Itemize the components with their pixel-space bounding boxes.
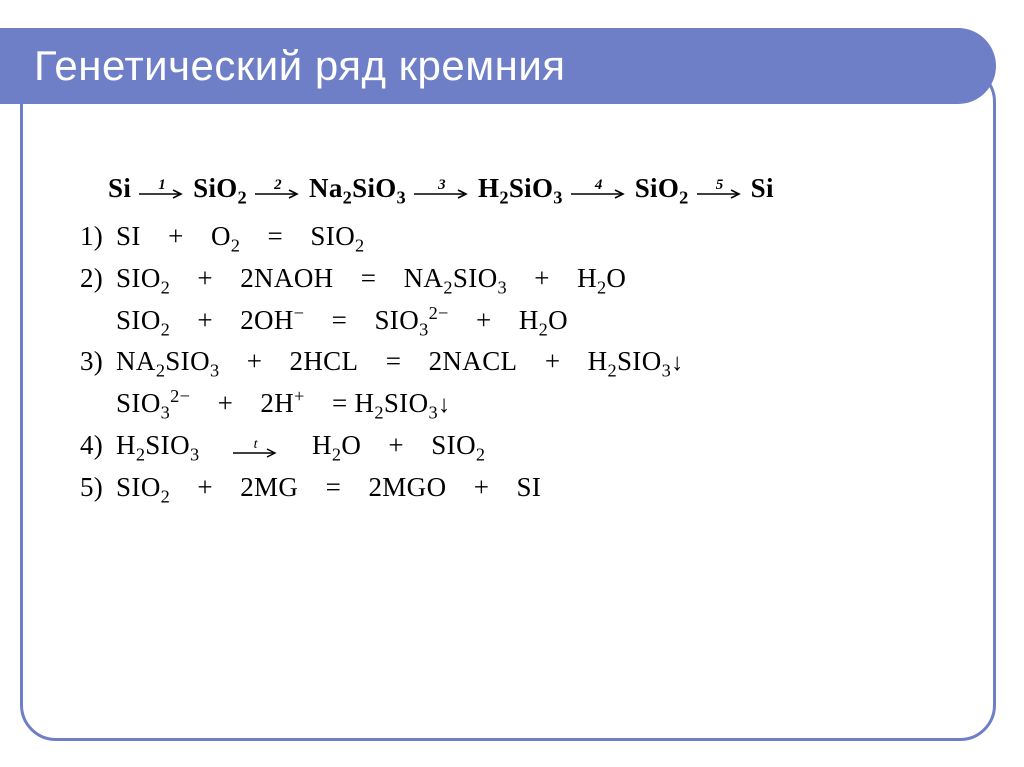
- chain-arrow-icon: 1: [139, 178, 185, 199]
- chain-arrow-icon: 5: [697, 178, 743, 199]
- slide-title: Генетический ряд кремния: [34, 42, 566, 90]
- equation-5: 5) SiO2 + 2Mg = 2MgO + Si: [80, 467, 964, 509]
- title-bar: Генетический ряд кремния: [0, 28, 996, 104]
- chain-arrow-icon: 2: [255, 178, 301, 199]
- equation-body: Na2SiO3 + 2HCl = 2NaCl + H2SiO3: [116, 341, 684, 383]
- equation-2-ionic: SiO2 + 2OH− = SiO32− + H2O: [80, 300, 964, 342]
- equation-2: 2) SiO2 + 2NaOH = Na2SiO3 + H2O: [80, 258, 964, 300]
- slide-content: Si 1 SiO2 2 Na2SiO3 3 H2SiO3 4 SiO2 5 Si…: [80, 168, 964, 509]
- chain-arrow-icon: 4: [571, 178, 627, 199]
- chain-species: Na2SiO3: [309, 168, 406, 210]
- equation-body: H2SiO3 t H2O + SiO2: [116, 425, 485, 467]
- equation-body: Si + O2 = SiO2: [116, 216, 365, 258]
- equation-body: SiO2 + 2Mg = 2MgO + Si: [116, 467, 541, 509]
- equation-1: 1) Si + O2 = SiO2: [80, 216, 964, 258]
- chain-species: Si: [108, 168, 131, 210]
- equation-4: 4) H2SiO3 t H2O + SiO2: [80, 425, 964, 467]
- equation-body: SiO2 + 2NaOH = Na2SiO3 + H2O: [116, 258, 626, 300]
- equation-3-ionic: SiO32− + 2H+ = H2SiO3: [80, 383, 964, 425]
- equation-3: 3) Na2SiO3 + 2HCl = 2NaCl + H2SiO3: [80, 341, 964, 383]
- chain-species: H2SiO3: [478, 168, 563, 210]
- chain-species: SiO2: [635, 168, 689, 210]
- chain-arrow-icon: 3: [414, 178, 470, 199]
- chain-species: Si: [751, 168, 774, 210]
- reaction-chain: Si 1 SiO2 2 Na2SiO3 3 H2SiO3 4 SiO2 5 Si: [80, 168, 964, 210]
- chain-species: SiO2: [193, 168, 247, 210]
